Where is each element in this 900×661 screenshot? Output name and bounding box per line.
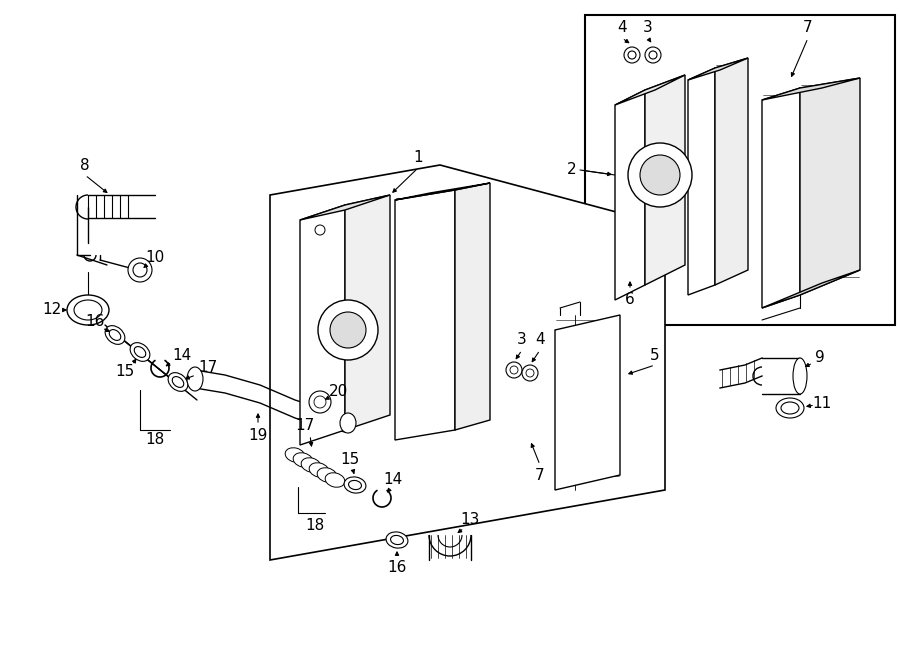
Circle shape	[628, 51, 636, 59]
Text: 18: 18	[305, 518, 325, 533]
Circle shape	[506, 362, 522, 378]
Text: 1: 1	[413, 151, 423, 165]
Polygon shape	[300, 205, 345, 445]
Circle shape	[628, 143, 692, 207]
Ellipse shape	[344, 477, 366, 493]
Text: 20: 20	[328, 385, 347, 399]
Text: 15: 15	[340, 453, 360, 467]
Ellipse shape	[325, 473, 345, 487]
Text: 17: 17	[295, 418, 315, 432]
Polygon shape	[762, 88, 800, 308]
Circle shape	[330, 312, 366, 348]
Ellipse shape	[67, 295, 109, 325]
Ellipse shape	[285, 447, 305, 462]
Polygon shape	[715, 58, 748, 285]
Text: 3: 3	[518, 332, 526, 348]
Polygon shape	[270, 165, 665, 560]
Ellipse shape	[187, 367, 203, 391]
Ellipse shape	[348, 481, 362, 490]
Text: 7: 7	[803, 20, 813, 36]
Circle shape	[128, 258, 152, 282]
Text: 14: 14	[383, 473, 402, 488]
Ellipse shape	[391, 535, 403, 545]
Text: 5: 5	[650, 348, 660, 362]
Text: 8: 8	[80, 157, 90, 173]
Polygon shape	[762, 270, 860, 308]
Polygon shape	[395, 190, 455, 440]
Text: 16: 16	[86, 315, 104, 329]
Polygon shape	[455, 183, 490, 430]
Circle shape	[640, 155, 680, 195]
Polygon shape	[762, 78, 860, 100]
Text: 12: 12	[42, 303, 61, 317]
Text: 16: 16	[387, 561, 407, 576]
Circle shape	[133, 263, 147, 277]
Polygon shape	[645, 75, 685, 285]
Text: 11: 11	[813, 395, 832, 410]
Ellipse shape	[317, 468, 337, 483]
Text: 14: 14	[173, 348, 192, 362]
Circle shape	[314, 396, 326, 408]
Ellipse shape	[793, 358, 807, 394]
Ellipse shape	[776, 398, 804, 418]
Text: 9: 9	[815, 350, 825, 364]
Text: 17: 17	[198, 360, 218, 375]
Circle shape	[522, 365, 538, 381]
Text: 13: 13	[460, 512, 480, 527]
Ellipse shape	[130, 342, 150, 362]
Text: 6: 6	[626, 293, 634, 307]
Polygon shape	[615, 90, 645, 300]
Polygon shape	[688, 68, 715, 295]
Circle shape	[318, 300, 378, 360]
Circle shape	[315, 225, 325, 235]
Ellipse shape	[781, 402, 799, 414]
Ellipse shape	[134, 346, 146, 358]
Ellipse shape	[302, 458, 320, 472]
Text: 18: 18	[146, 432, 165, 447]
Polygon shape	[688, 58, 748, 80]
Circle shape	[624, 47, 640, 63]
Text: 4: 4	[536, 332, 544, 348]
Text: 15: 15	[115, 364, 135, 379]
Text: 7: 7	[536, 467, 544, 483]
Ellipse shape	[340, 413, 356, 433]
Polygon shape	[555, 315, 620, 490]
Polygon shape	[615, 75, 685, 105]
Circle shape	[510, 366, 518, 374]
Polygon shape	[395, 183, 490, 200]
Text: 3: 3	[644, 20, 652, 36]
Circle shape	[309, 391, 331, 413]
Text: 19: 19	[248, 428, 267, 442]
Circle shape	[645, 47, 661, 63]
Polygon shape	[800, 78, 860, 295]
Circle shape	[526, 369, 534, 377]
Text: 2: 2	[567, 163, 577, 178]
Text: 10: 10	[146, 251, 165, 266]
Polygon shape	[300, 195, 390, 220]
Ellipse shape	[74, 300, 102, 320]
Ellipse shape	[172, 377, 184, 387]
Ellipse shape	[109, 330, 121, 340]
Ellipse shape	[386, 532, 408, 548]
Ellipse shape	[105, 326, 125, 344]
Circle shape	[649, 51, 657, 59]
Ellipse shape	[293, 453, 313, 467]
Polygon shape	[345, 195, 390, 430]
Ellipse shape	[168, 373, 188, 391]
Polygon shape	[585, 15, 895, 325]
Ellipse shape	[310, 463, 328, 477]
Text: 4: 4	[617, 20, 626, 36]
